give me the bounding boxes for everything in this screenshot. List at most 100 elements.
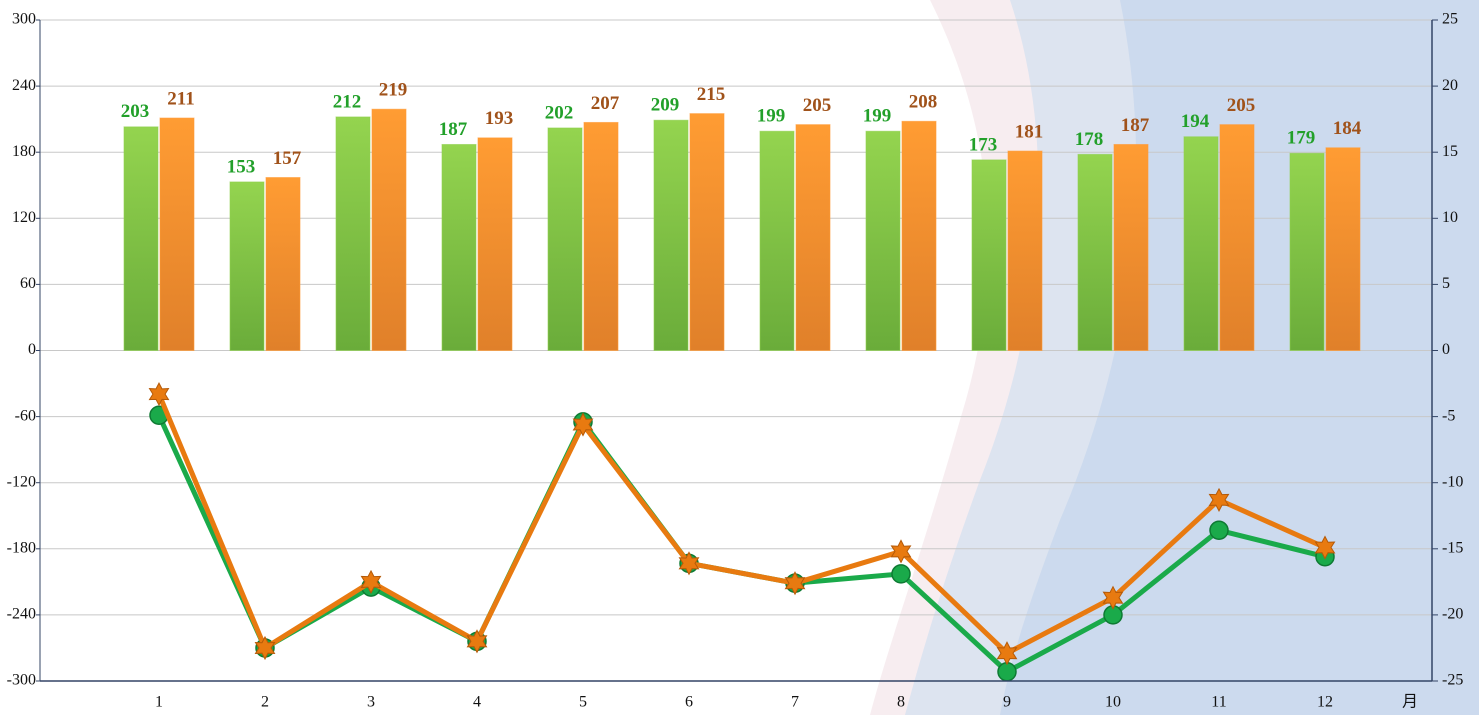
bar	[335, 116, 371, 351]
value-label: 203	[121, 101, 150, 122]
value-label: 205	[1227, 95, 1256, 116]
y-tick-label: 0	[28, 341, 36, 358]
y-tick-label: -120	[7, 473, 36, 490]
bar	[1183, 136, 1219, 351]
bar	[159, 117, 195, 351]
value-label: 215	[697, 84, 726, 105]
y2-tick-label: 10	[1442, 209, 1458, 226]
y2-tick-label: 15	[1442, 143, 1458, 160]
marker	[890, 539, 912, 564]
marker	[996, 641, 1018, 666]
lines	[148, 382, 1336, 682]
bar	[759, 130, 795, 351]
value-label: 178	[1075, 129, 1104, 150]
y2-tick-label: 25	[1442, 11, 1458, 28]
y2-tick-label: 5	[1442, 275, 1450, 292]
value-label: 153	[227, 156, 256, 177]
marker	[360, 569, 382, 594]
bar	[1077, 153, 1113, 351]
bar	[583, 121, 619, 351]
value-label: 193	[485, 108, 514, 129]
y-tick-label: -300	[7, 672, 36, 689]
bars: 203 153 212 187 202 209 199 199 173 178 194 179 211 1…	[121, 80, 1362, 352]
value-label: 187	[439, 119, 468, 140]
bar	[477, 137, 513, 351]
x-tick-label: 8	[897, 694, 905, 711]
y2-tick-label: -25	[1442, 672, 1463, 689]
bar	[1219, 124, 1255, 351]
value-label: 202	[545, 102, 574, 123]
bar	[547, 127, 583, 351]
value-label: 209	[651, 95, 680, 116]
y2-tick-label: -10	[1442, 473, 1463, 490]
bar	[441, 143, 477, 351]
x-tick-label: 9	[1003, 694, 1011, 711]
x-axis-label: 月	[1402, 694, 1418, 711]
bar	[265, 177, 301, 351]
axes: -300-240-180-120-60060120180240300-25-20…	[7, 11, 1464, 711]
bar	[229, 181, 265, 351]
marker	[678, 551, 700, 576]
x-tick-label: 2	[261, 694, 269, 711]
value-label: 194	[1181, 111, 1210, 132]
marker	[572, 412, 594, 437]
value-label: 184	[1333, 118, 1362, 139]
value-label: 199	[863, 106, 892, 127]
bar	[865, 130, 901, 351]
marker	[148, 382, 170, 407]
y-tick-label: 300	[12, 11, 36, 28]
y2-tick-label: 20	[1442, 77, 1458, 94]
marker	[997, 661, 1017, 682]
marker	[254, 635, 276, 661]
y2-tick-label: -20	[1442, 606, 1463, 623]
x-tick-label: 7	[791, 694, 799, 711]
x-tick-label: 1	[155, 694, 163, 711]
y2-tick-label: -5	[1442, 407, 1455, 424]
x-tick-label: 6	[685, 694, 693, 711]
bar	[971, 159, 1007, 351]
y-tick-label: -180	[7, 539, 36, 556]
marker	[784, 571, 806, 596]
value-label: 208	[909, 92, 938, 113]
value-label: 187	[1121, 115, 1150, 136]
bar	[1289, 152, 1325, 351]
value-label: 181	[1015, 121, 1044, 142]
x-tick-label: 5	[579, 694, 587, 711]
y-tick-label: -60	[15, 407, 36, 424]
bar	[689, 113, 725, 352]
y-tick-label: 180	[12, 143, 36, 160]
marker	[1314, 535, 1336, 560]
y-tick-label: 120	[12, 209, 36, 226]
value-label: 157	[273, 148, 302, 169]
value-label: 207	[591, 93, 620, 114]
y2-tick-label: -15	[1442, 539, 1463, 556]
bar	[653, 119, 689, 351]
value-label: 173	[969, 134, 998, 155]
marker	[891, 564, 911, 584]
value-label: 199	[757, 106, 786, 127]
bar	[795, 124, 831, 351]
marker	[1208, 487, 1230, 512]
value-label: 205	[803, 95, 832, 116]
x-tick-label: 12	[1317, 694, 1333, 711]
x-tick-label: 3	[367, 694, 375, 711]
marker	[1209, 520, 1229, 541]
bar	[901, 120, 937, 351]
x-tick-label: 4	[473, 694, 481, 711]
bar	[1113, 143, 1149, 351]
x-tick-label: 11	[1211, 694, 1226, 711]
bar	[1007, 150, 1043, 351]
y-tick-label: -240	[7, 606, 36, 623]
bar	[371, 108, 407, 351]
value-label: 219	[379, 80, 408, 101]
marker	[1102, 585, 1124, 610]
y-tick-label: 240	[12, 77, 36, 94]
x-tick-label: 10	[1105, 694, 1121, 711]
y-tick-label: 60	[20, 275, 36, 292]
value-label: 212	[333, 91, 362, 112]
value-label: 211	[167, 88, 194, 109]
marker	[466, 629, 488, 654]
value-label: 179	[1287, 128, 1316, 149]
bar	[123, 126, 159, 351]
